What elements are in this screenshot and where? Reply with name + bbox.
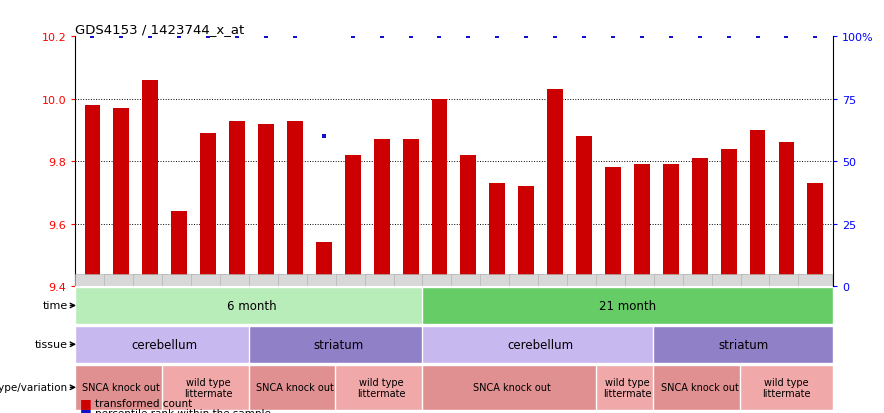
Text: GSM487047: GSM487047 [203,287,213,338]
Bar [634,165,650,286]
Bar [258,124,274,286]
Text: ■: ■ [80,396,91,409]
Bar [431,100,447,286]
Bar [547,90,563,286]
Bar [142,81,158,286]
Text: GSM487050: GSM487050 [117,287,126,338]
Text: GSM487051: GSM487051 [146,287,155,338]
Text: ■: ■ [80,406,91,413]
Text: GSM487049: GSM487049 [88,287,97,338]
Bar [518,187,534,286]
Bar [807,183,823,286]
Bar [750,131,766,286]
Text: striatum: striatum [313,338,363,351]
Text: GDS4153 / 1423744_x_at: GDS4153 / 1423744_x_at [75,23,244,36]
Text: SNCA knock out: SNCA knock out [82,382,160,392]
Text: genotype/variation: genotype/variation [0,382,67,392]
Text: SNCA knock out: SNCA knock out [256,382,334,392]
Text: wild type
littermate: wild type littermate [184,377,232,398]
Bar [720,149,736,286]
Text: GSM487057: GSM487057 [319,287,328,338]
Bar [374,140,390,286]
Text: transformed count: transformed count [95,398,193,408]
Text: SNCA knock out: SNCA knock out [660,382,739,392]
Text: 6 month: 6 month [226,299,277,312]
Text: GSM487070: GSM487070 [695,287,705,338]
Text: percentile rank within the sample: percentile rank within the sample [95,408,271,413]
Text: GSM487058: GSM487058 [551,287,560,338]
Bar [596,365,659,410]
Bar [740,365,833,410]
Text: GSM487046: GSM487046 [175,287,184,338]
Bar [335,365,428,410]
Bar [345,156,361,286]
Bar [653,365,746,410]
Text: GSM487060: GSM487060 [608,287,617,338]
Bar [75,287,428,324]
Bar [692,159,708,286]
Bar [653,326,833,363]
Text: 21 month: 21 month [598,299,656,312]
Text: wild type
littermate: wild type littermate [357,377,406,398]
Bar [605,168,621,286]
Bar [287,121,303,286]
Text: GSM487061: GSM487061 [637,287,646,338]
Text: GSM487067: GSM487067 [782,287,791,338]
Bar [316,243,332,286]
Text: GSM487055: GSM487055 [262,287,271,338]
Text: GSM487048: GSM487048 [232,287,241,338]
Bar [85,106,101,286]
Text: GSM487063: GSM487063 [464,287,473,338]
Text: GSM487068: GSM487068 [811,287,819,338]
Bar [171,211,187,286]
Bar [248,326,428,363]
Text: SNCA knock out: SNCA knock out [473,382,551,392]
Text: time: time [42,301,67,311]
Bar [576,137,592,286]
Text: GSM487071: GSM487071 [724,287,733,338]
Text: GSM487066: GSM487066 [753,287,762,338]
Text: cerebellum: cerebellum [132,338,198,351]
Bar [248,365,341,410]
Text: wild type
littermate: wild type littermate [762,377,811,398]
Bar [229,121,245,286]
Bar [423,365,601,410]
Bar [75,326,255,363]
Bar [200,134,216,286]
Text: striatum: striatum [718,338,768,351]
Text: wild type
littermate: wild type littermate [603,377,652,398]
Bar [461,156,476,286]
Text: tissue: tissue [34,339,67,349]
Text: GSM487056: GSM487056 [291,287,300,338]
Text: GSM487054: GSM487054 [406,287,415,338]
Text: GSM487065: GSM487065 [522,287,530,338]
Bar [402,140,418,286]
Text: GSM487064: GSM487064 [492,287,502,338]
Bar [75,365,168,410]
Bar [490,183,506,286]
Bar [162,365,255,410]
Bar [113,109,129,286]
Bar [423,326,659,363]
Text: GSM487052: GSM487052 [348,287,357,338]
Bar [663,165,679,286]
Bar [423,287,833,324]
Text: GSM487059: GSM487059 [580,287,589,338]
Text: GSM487069: GSM487069 [667,287,675,338]
Bar [779,143,795,286]
Text: GSM487062: GSM487062 [435,287,444,338]
Text: cerebellum: cerebellum [507,338,574,351]
Text: GSM487053: GSM487053 [377,287,386,338]
